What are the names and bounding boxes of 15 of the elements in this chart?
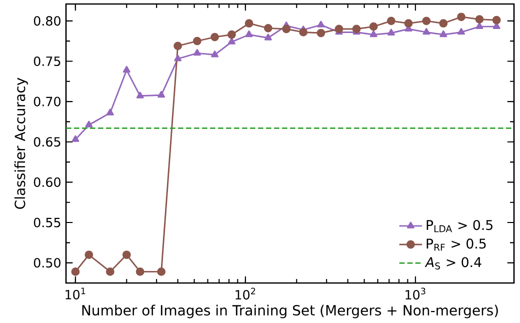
y-tick-label: 0.60: [34, 178, 60, 188]
legend-label: P$_{RF}$ > 0.5: [426, 238, 486, 251]
y-tick-label: 0.75: [34, 56, 60, 66]
x-tick-label: 10$^{1}$: [66, 288, 86, 300]
y-tick-label: 0.55: [34, 218, 60, 228]
y-tick-label: 0.65: [34, 137, 60, 147]
x-tick-label: 10$^{2}$: [236, 288, 256, 300]
y-tick-label: 0.80: [34, 16, 60, 26]
y-axis-title: Classifier Accuracy: [14, 78, 28, 209]
legend-label: P$_{LDA}$ > 0.5: [426, 220, 492, 232]
x-tick-label: 10$^{3}$: [406, 288, 426, 300]
x-axis-title: Number of Images in Training Set (Mergers + Non-mergers): [82, 304, 498, 318]
y-tick-label: 0.70: [34, 96, 60, 106]
y-tick-label: 0.50: [34, 258, 60, 268]
legend-label: A$_{S}$ > 0.4: [424, 257, 482, 270]
